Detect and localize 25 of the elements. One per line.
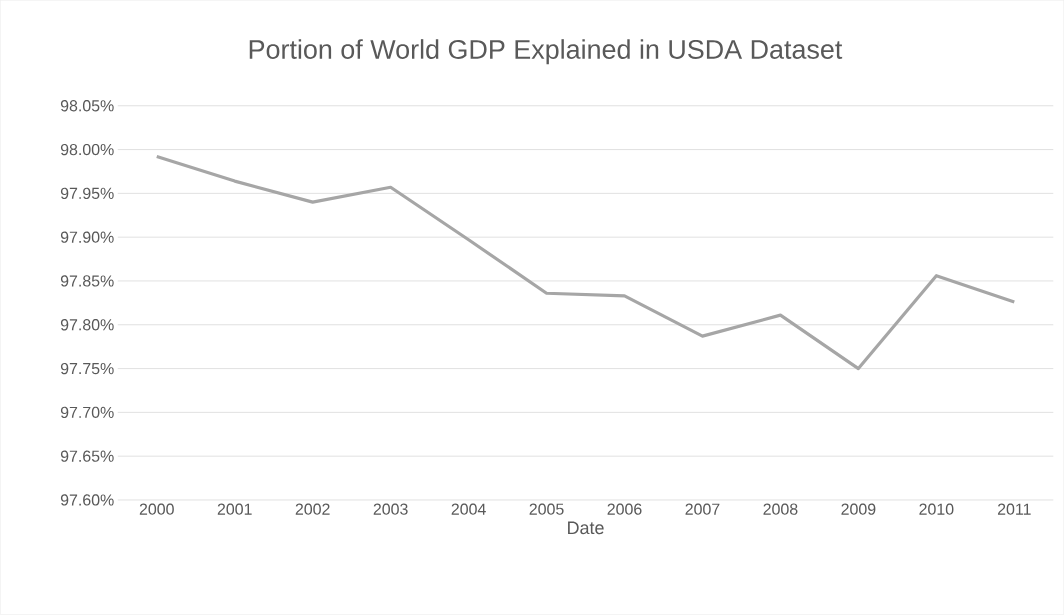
y-tick-label: 97.70%: [60, 406, 114, 419]
y-tick-label: 98.05%: [60, 100, 114, 112]
y-tick-label: 97.85%: [60, 275, 114, 287]
x-tick-label: 2003: [373, 503, 408, 515]
x-tick-label: 2004: [451, 503, 486, 515]
y-tick-label: 97.90%: [60, 231, 114, 243]
x-tick-label: 2010: [919, 503, 954, 515]
y-tick-label: 97.80%: [60, 319, 114, 331]
x-tick-label: 2009: [841, 503, 876, 515]
chart-title: Portion of World GDP Explained in USDA Dataset: [249, 39, 843, 65]
x-tick-label: 2007: [685, 503, 720, 515]
y-tick-label: 97.65%: [60, 450, 114, 462]
x-tick-label: 2005: [529, 503, 564, 515]
y-tick-label: 98.00%: [60, 144, 114, 156]
y-tick-label: 97.60%: [60, 494, 114, 506]
x-tick-label: 2006: [607, 503, 642, 515]
x-axis-title: Date: [568, 521, 604, 535]
x-tick-label: 2000: [139, 503, 174, 515]
x-tick-label: 2008: [763, 503, 798, 515]
x-tick-label: 2002: [295, 503, 330, 515]
y-tick-label: 97.95%: [60, 187, 114, 200]
x-tick-label: 2011: [997, 503, 1031, 515]
x-tick-label: 2001: [217, 503, 252, 515]
line-series: [155, 155, 1016, 371]
y-tick-label: 97.75%: [60, 363, 114, 375]
